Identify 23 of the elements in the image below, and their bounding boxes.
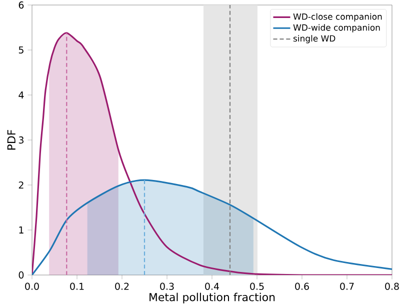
legend-label: single WD (293, 35, 336, 44)
x-tick-label: 0.4 (205, 282, 219, 290)
x-tick-label: 0.8 (385, 282, 399, 290)
line-series (32, 32, 392, 275)
y-tick-label: 1 (19, 226, 24, 234)
legend-label: WD-close companion (293, 13, 382, 22)
x-tick-label: 0.1 (70, 282, 84, 290)
y-tick-label: 3 (18, 136, 24, 144)
x-tick-label: 0.6 (295, 282, 309, 290)
y-axis-title: PDF (7, 130, 16, 150)
legend-label: WD-wide companion (293, 24, 380, 32)
y-tick-label: 5 (18, 46, 24, 54)
x-tick-label: 0.3 (160, 282, 174, 290)
y-tick-label: 6 (18, 1, 24, 9)
x-tick-label: 0.2 (115, 282, 129, 290)
y-tick-label: 0 (18, 271, 24, 279)
y-tick-label: 2 (18, 181, 24, 189)
x-tick-label: 0.5 (250, 282, 264, 290)
x-tick-label: 0.0 (25, 282, 39, 290)
line-series (32, 179, 392, 275)
x-axis-title: Metal pollution fraction (150, 292, 275, 304)
x-tick-label: 0.7 (340, 282, 354, 290)
y-tick-label: 4 (18, 92, 24, 98)
